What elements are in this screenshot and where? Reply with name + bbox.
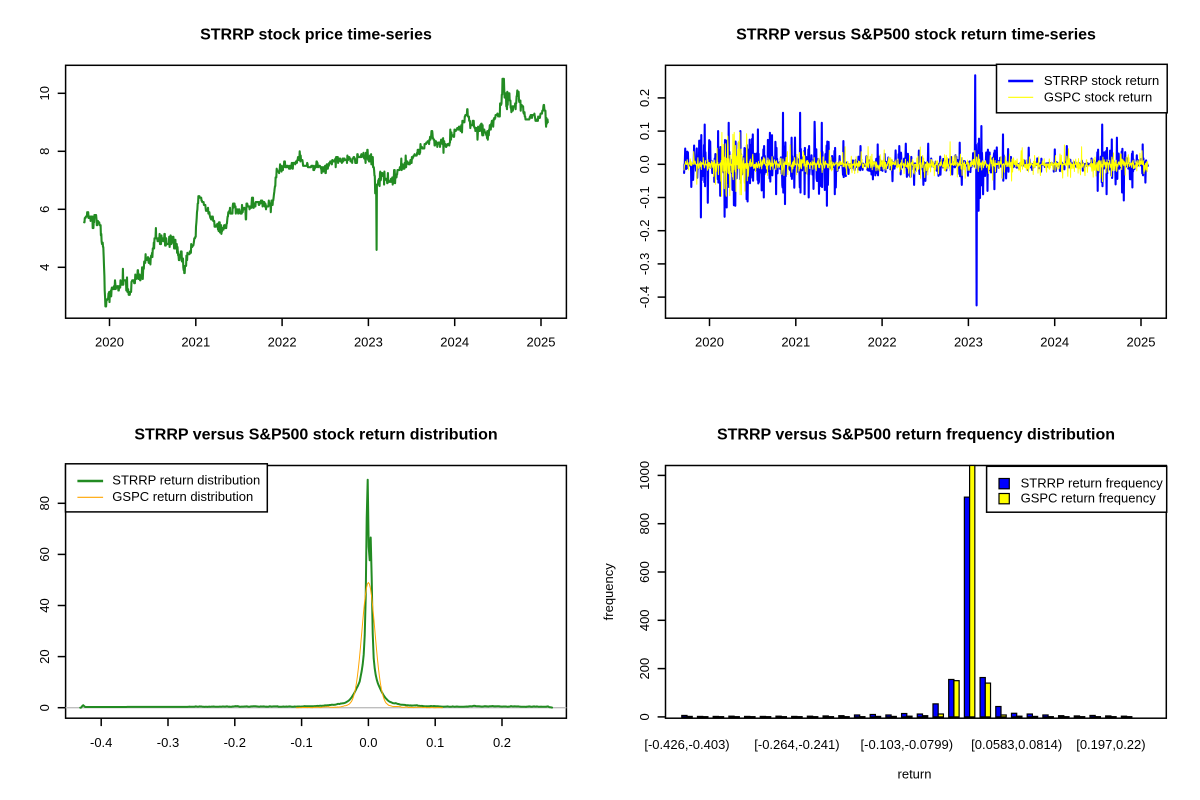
svg-text:2020: 2020 xyxy=(95,335,124,350)
svg-text:0.2: 0.2 xyxy=(637,89,652,107)
svg-text:GSPC stock return: GSPC stock return xyxy=(1044,89,1152,104)
svg-text:600: 600 xyxy=(637,561,652,583)
svg-text:[0.0583,0.0814): [0.0583,0.0814) xyxy=(971,737,1062,752)
svg-text:GSPC return frequency: GSPC return frequency xyxy=(1021,490,1157,505)
svg-text:STRRP stock return: STRRP stock return xyxy=(1044,73,1159,88)
svg-text:0.0: 0.0 xyxy=(637,155,652,173)
svg-text:-0.2: -0.2 xyxy=(637,219,652,241)
svg-text:6: 6 xyxy=(37,206,52,213)
svg-text:STRRP versus S&P500 stock retu: STRRP versus S&P500 stock return distrib… xyxy=(134,427,497,444)
svg-text:40: 40 xyxy=(37,598,52,612)
svg-text:2022: 2022 xyxy=(868,335,897,350)
svg-text:-0.4: -0.4 xyxy=(637,286,652,308)
svg-text:1000: 1000 xyxy=(637,461,652,490)
svg-text:[-0.103,-0.0799): [-0.103,-0.0799) xyxy=(861,737,954,752)
svg-text:0: 0 xyxy=(637,713,652,720)
svg-text:2025: 2025 xyxy=(527,335,556,350)
svg-text:-0.1: -0.1 xyxy=(290,735,312,750)
svg-text:frequency: frequency xyxy=(601,563,616,621)
svg-text:2020: 2020 xyxy=(695,335,724,350)
svg-text:20: 20 xyxy=(37,649,52,663)
svg-text:4: 4 xyxy=(37,264,52,271)
svg-text:2023: 2023 xyxy=(954,335,983,350)
svg-text:80: 80 xyxy=(37,496,52,510)
svg-text:[0.197,0.22): [0.197,0.22) xyxy=(1076,737,1145,752)
svg-text:0.1: 0.1 xyxy=(637,122,652,140)
svg-text:2021: 2021 xyxy=(181,335,210,350)
svg-text:2021: 2021 xyxy=(781,335,810,350)
svg-text:-0.3: -0.3 xyxy=(157,735,179,750)
svg-text:STRRP return distribution: STRRP return distribution xyxy=(112,473,260,488)
svg-text:[-0.426,-0.403): [-0.426,-0.403) xyxy=(644,737,729,752)
svg-text:STRRP stock price time-series: STRRP stock price time-series xyxy=(200,27,432,44)
svg-text:0.0: 0.0 xyxy=(359,735,377,750)
svg-text:STRRP versus S&P500 return fre: STRRP versus S&P500 return frequency dis… xyxy=(717,427,1115,444)
svg-text:400: 400 xyxy=(637,609,652,631)
svg-text:STRRP versus S&P500 stock retu: STRRP versus S&P500 stock return time-se… xyxy=(736,27,1096,44)
svg-text:STRRP return frequency: STRRP return frequency xyxy=(1021,475,1164,490)
svg-text:return: return xyxy=(898,767,932,782)
svg-text:200: 200 xyxy=(637,658,652,680)
svg-text:10: 10 xyxy=(37,86,52,100)
svg-text:0.1: 0.1 xyxy=(426,735,444,750)
svg-text:2023: 2023 xyxy=(354,335,383,350)
svg-text:2022: 2022 xyxy=(268,335,297,350)
svg-text:-0.4: -0.4 xyxy=(90,735,112,750)
svg-text:-0.3: -0.3 xyxy=(637,253,652,275)
svg-text:8: 8 xyxy=(37,148,52,155)
svg-text:0: 0 xyxy=(37,704,52,711)
svg-text:2025: 2025 xyxy=(1127,335,1156,350)
svg-text:-0.2: -0.2 xyxy=(224,735,246,750)
svg-text:[-0.264,-0.241): [-0.264,-0.241) xyxy=(754,737,839,752)
svg-text:60: 60 xyxy=(37,547,52,561)
svg-text:800: 800 xyxy=(637,513,652,535)
svg-text:2024: 2024 xyxy=(1040,335,1069,350)
svg-text:GSPC return distribution: GSPC return distribution xyxy=(112,489,253,504)
svg-text:0.2: 0.2 xyxy=(493,735,511,750)
svg-text:-0.1: -0.1 xyxy=(637,186,652,208)
svg-text:2024: 2024 xyxy=(440,335,469,350)
